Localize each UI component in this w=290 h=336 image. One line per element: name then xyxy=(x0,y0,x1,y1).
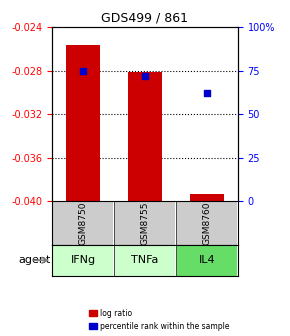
Bar xyxy=(177,201,237,245)
Bar xyxy=(190,194,224,201)
Text: IL4: IL4 xyxy=(199,255,215,265)
Legend: log ratio, percentile rank within the sample: log ratio, percentile rank within the sa… xyxy=(88,307,231,332)
Point xyxy=(143,73,147,78)
Bar xyxy=(66,45,100,201)
Text: agent: agent xyxy=(19,255,51,265)
Bar xyxy=(53,245,113,276)
Text: TNFa: TNFa xyxy=(131,255,159,265)
Bar xyxy=(115,245,175,276)
Text: GSM8750: GSM8750 xyxy=(79,201,88,245)
Bar xyxy=(53,201,113,245)
Text: IFNg: IFNg xyxy=(70,255,96,265)
Text: GSM8760: GSM8760 xyxy=(202,201,211,245)
Bar xyxy=(177,245,237,276)
Text: GSM8755: GSM8755 xyxy=(140,201,150,245)
Point xyxy=(204,90,209,96)
Bar xyxy=(128,72,162,201)
Bar xyxy=(115,201,175,245)
Title: GDS499 / 861: GDS499 / 861 xyxy=(102,11,188,24)
Point xyxy=(81,68,86,73)
